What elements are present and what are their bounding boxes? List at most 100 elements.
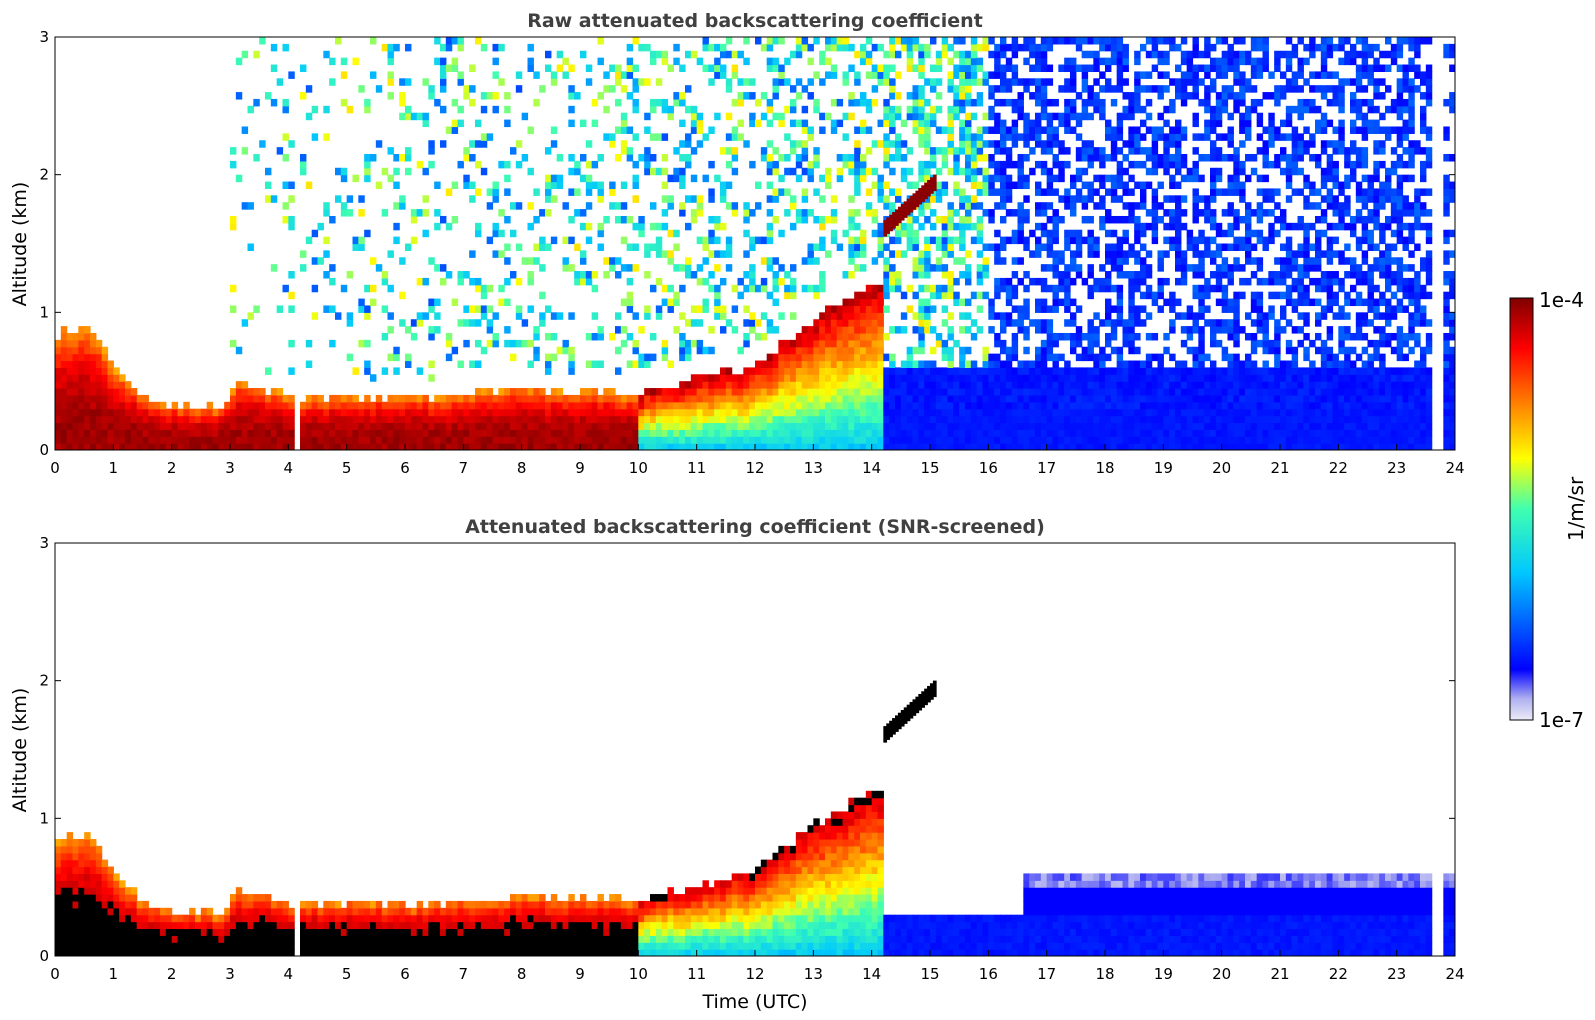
heatmap-cell	[1116, 195, 1124, 203]
heatmap-cell	[60, 401, 68, 410]
heatmap-cell	[900, 326, 908, 334]
heatmap-cell	[1163, 57, 1170, 66]
heatmap-cell	[813, 215, 820, 224]
heatmap-cell	[486, 188, 494, 196]
heatmap-cell	[177, 436, 184, 444]
heatmap-cell	[696, 394, 704, 403]
heatmap-cell	[1169, 181, 1176, 190]
heatmap-cell	[1087, 37, 1094, 45]
heatmap-cell	[836, 346, 844, 355]
heatmap-cell	[644, 422, 651, 430]
heatmap-cell	[1169, 215, 1176, 224]
heatmap-cell	[1105, 133, 1112, 141]
heatmap-cell	[317, 394, 324, 403]
heatmap-cell	[982, 271, 989, 279]
heatmap-cell	[720, 394, 727, 403]
heatmap-cell	[445, 401, 453, 410]
heatmap-cell	[1075, 374, 1083, 382]
heatmap-cell	[994, 339, 1001, 348]
heatmap-cell	[1035, 277, 1042, 286]
heatmap-cell	[749, 271, 756, 279]
heatmap-cell	[1134, 236, 1141, 245]
heatmap-cell	[795, 50, 803, 59]
heatmap-cell	[1128, 243, 1135, 251]
heatmap-cell	[1023, 215, 1030, 224]
heatmap-cell	[521, 415, 529, 424]
heatmap-cell	[253, 408, 260, 417]
heatmap-cell	[953, 181, 960, 190]
heatmap-cell	[1192, 195, 1199, 203]
heatmap-cell	[1157, 401, 1164, 410]
heatmap-cell	[1017, 374, 1024, 382]
heatmap-cell	[941, 422, 949, 430]
heatmap-cell	[912, 257, 919, 265]
heatmap-cell	[1198, 436, 1205, 444]
heatmap-cell	[90, 339, 97, 348]
heatmap-cell	[865, 202, 873, 210]
heatmap-cell	[667, 422, 674, 430]
heatmap-cell	[941, 319, 949, 327]
heatmap-cell	[626, 215, 634, 224]
heatmap-cell	[340, 408, 348, 417]
heatmap-cell	[644, 243, 651, 251]
heatmap-cell	[749, 326, 756, 334]
heatmap-cell	[790, 408, 797, 417]
heatmap-cell	[1122, 250, 1129, 258]
heatmap-cell	[1227, 229, 1234, 238]
heatmap-cell	[1093, 429, 1100, 437]
heatmap-cell	[585, 78, 593, 86]
heatmap-cell	[883, 264, 890, 272]
heatmap-cell	[842, 367, 849, 375]
heatmap-cell	[790, 422, 797, 430]
heatmap-cell	[1040, 394, 1048, 403]
heatmap-cell	[1157, 381, 1164, 389]
heatmap-cell	[568, 215, 575, 224]
heatmap-cell	[475, 408, 482, 417]
heatmap-cell	[801, 436, 809, 444]
heatmap-cell	[702, 408, 709, 417]
heatmap-cell	[480, 388, 488, 396]
heatmap-cell	[1110, 243, 1118, 251]
heatmap-cell	[1081, 429, 1089, 437]
heatmap-cell	[918, 202, 925, 210]
heatmap-cell	[889, 436, 896, 444]
heatmap-cell	[883, 394, 890, 403]
heatmap-cell	[1210, 415, 1217, 424]
heatmap-cell	[591, 312, 599, 320]
heatmap-cell	[445, 429, 453, 437]
heatmap-cell	[807, 374, 814, 382]
heatmap-cell	[1186, 305, 1194, 313]
heatmap-cell	[1070, 181, 1077, 190]
heatmap-cell	[317, 222, 324, 231]
heatmap-cell	[393, 394, 400, 403]
heatmap-cell	[218, 422, 225, 430]
heatmap-cell	[924, 257, 931, 265]
heatmap-cell	[778, 360, 785, 368]
heatmap-cell	[1180, 429, 1188, 437]
heatmap-cell	[871, 408, 879, 417]
heatmap-cell	[737, 408, 744, 417]
heatmap-cell	[644, 429, 651, 437]
heatmap-cell	[877, 119, 884, 128]
heatmap-cell	[1227, 305, 1234, 313]
heatmap-cell	[860, 367, 867, 375]
heatmap-cell	[924, 133, 931, 141]
heatmap-cell	[445, 43, 453, 52]
heatmap-cell	[1075, 415, 1083, 424]
heatmap-cell	[667, 112, 674, 121]
heatmap-cell	[1052, 236, 1059, 245]
heatmap-cell	[475, 37, 482, 45]
heatmap-cell	[673, 388, 680, 396]
heatmap-cell	[189, 408, 196, 417]
heatmap-cell	[982, 167, 989, 176]
heatmap-cell	[1215, 277, 1223, 286]
heatmap-cell	[1157, 126, 1164, 134]
heatmap-cell	[300, 443, 307, 450]
heatmap-cell	[906, 443, 914, 450]
heatmap-cell	[994, 57, 1001, 66]
heatmap-cell	[895, 105, 902, 114]
heatmap-cell	[667, 105, 674, 114]
heatmap-cell	[323, 271, 330, 279]
heatmap-cell	[276, 429, 284, 437]
heatmap-cell	[1093, 98, 1100, 107]
